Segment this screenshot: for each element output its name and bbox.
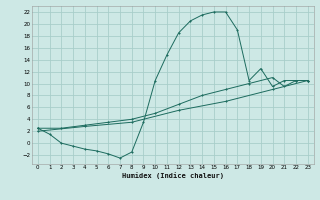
X-axis label: Humidex (Indice chaleur): Humidex (Indice chaleur)	[122, 172, 224, 179]
